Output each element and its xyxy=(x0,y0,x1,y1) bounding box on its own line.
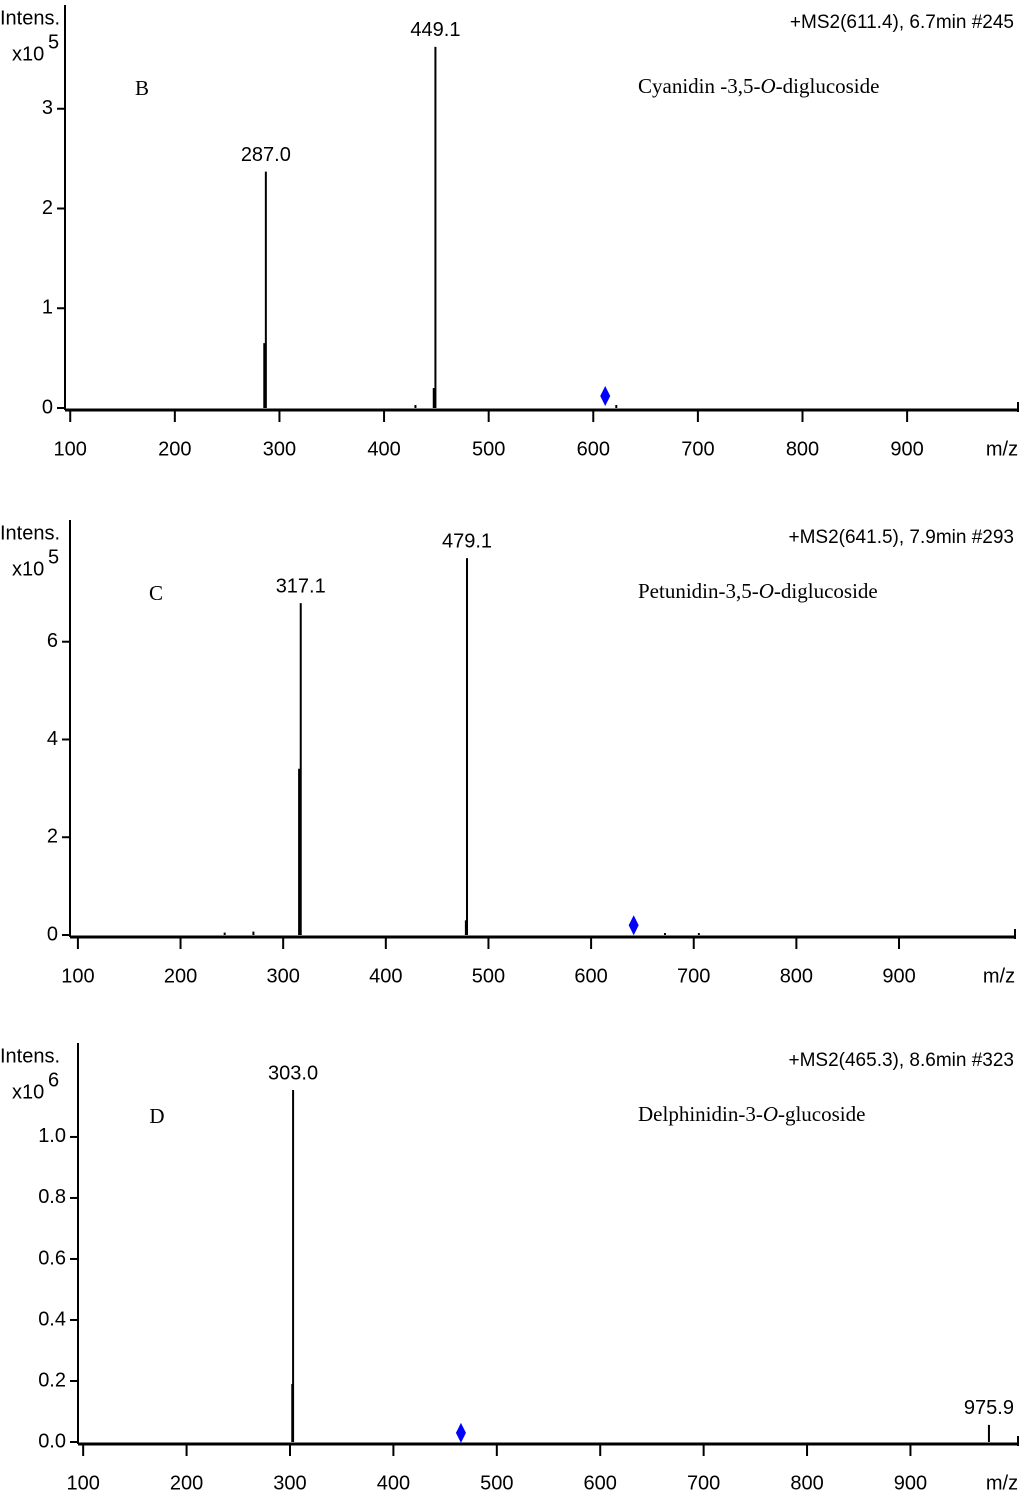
x-tick-label: 500 xyxy=(472,438,505,460)
y-tick-label: 0 xyxy=(47,923,58,945)
peak-label: 317.1 xyxy=(276,575,326,597)
x-tick-label: 800 xyxy=(780,965,813,987)
y-axis-label: Intens. xyxy=(0,522,60,544)
x-axis-label: m/z xyxy=(986,1472,1018,1494)
y-tick-label: 0.2 xyxy=(38,1369,66,1391)
x-tick-label: 600 xyxy=(577,438,610,460)
y-tick-label: 0.0 xyxy=(38,1430,66,1452)
compound-part: -glucoside xyxy=(778,1102,865,1126)
compound-part: Delphinidin-3- xyxy=(638,1102,763,1126)
x-tick-label: 300 xyxy=(266,965,299,987)
x-tick-label: 700 xyxy=(687,1472,720,1494)
spectrum-header: +MS2(611.4), 6.7min #245 xyxy=(790,12,1014,33)
x-tick-label: 700 xyxy=(677,965,710,987)
y-scale-label: x10 xyxy=(12,558,44,580)
compound-part: -diglucoside xyxy=(776,74,880,98)
precursor-marker xyxy=(600,386,611,407)
compound-name: Delphinidin-3-O-glucoside xyxy=(638,1102,865,1126)
x-tick-label: 700 xyxy=(681,438,714,460)
y-tick-label: 0.6 xyxy=(38,1247,66,1269)
y-scale-exponent: 5 xyxy=(48,546,59,568)
compound-part: O xyxy=(759,579,774,603)
compound-part: O xyxy=(760,74,775,98)
panel-letter: B xyxy=(135,76,149,100)
precursor-marker xyxy=(455,1422,466,1443)
x-tick-label: 400 xyxy=(377,1472,410,1494)
y-tick-label: 1 xyxy=(42,297,53,319)
y-tick-label: 6 xyxy=(47,630,58,652)
x-tick-label: 100 xyxy=(66,1472,99,1494)
x-tick-label: 900 xyxy=(890,438,923,460)
peak-label: 303.0 xyxy=(268,1062,318,1084)
y-tick-label: 1.0 xyxy=(38,1125,66,1147)
peak-label: 479.1 xyxy=(442,530,492,552)
compound-part: -diglucoside xyxy=(774,579,878,603)
y-tick-label: 3 xyxy=(42,97,53,119)
compound-part: Cyanidin -3,5- xyxy=(638,74,760,98)
y-tick-label: 0 xyxy=(42,396,53,418)
compound-name: Cyanidin -3,5-O-diglucoside xyxy=(638,74,879,98)
x-axis-label: m/z xyxy=(983,965,1015,987)
x-tick-label: 600 xyxy=(574,965,607,987)
x-tick-label: 900 xyxy=(894,1472,927,1494)
y-tick-label: 0.4 xyxy=(38,1308,66,1330)
x-tick-label: 400 xyxy=(367,438,400,460)
peak-label: 449.1 xyxy=(410,19,460,41)
compound-part: O xyxy=(763,1102,778,1126)
y-axis-label: Intens. xyxy=(0,1045,60,1067)
x-tick-label: 800 xyxy=(786,438,819,460)
x-tick-label: 300 xyxy=(263,438,296,460)
panel-letter: D xyxy=(149,1104,164,1128)
y-scale-exponent: 5 xyxy=(48,31,59,53)
panel-letter: C xyxy=(149,581,163,605)
compound-name: Petunidin-3,5-O-diglucoside xyxy=(638,579,878,603)
peak-label: 287.0 xyxy=(241,144,291,166)
x-tick-label: 100 xyxy=(61,965,94,987)
x-tick-label: 900 xyxy=(882,965,915,987)
y-tick-label: 4 xyxy=(47,728,58,750)
compound-part: Petunidin-3,5- xyxy=(638,579,759,603)
x-tick-label: 200 xyxy=(158,438,191,460)
spectrum-header: +MS2(641.5), 7.9min #293 xyxy=(789,527,1015,548)
y-tick-label: 2 xyxy=(47,826,58,848)
x-tick-label: 200 xyxy=(170,1472,203,1494)
x-tick-label: 200 xyxy=(164,965,197,987)
y-scale-label: x10 xyxy=(12,1081,44,1103)
x-tick-label: 400 xyxy=(369,965,402,987)
y-scale-exponent: 6 xyxy=(48,1069,59,1091)
peak-label: 975.9 xyxy=(964,1397,1014,1419)
x-tick-label: 300 xyxy=(273,1472,306,1494)
y-scale-label: x10 xyxy=(12,43,44,65)
precursor-marker xyxy=(628,915,639,936)
x-tick-label: 500 xyxy=(472,965,505,987)
x-tick-label: 600 xyxy=(584,1472,617,1494)
y-tick-label: 0.8 xyxy=(38,1186,66,1208)
y-tick-label: 2 xyxy=(42,197,53,219)
spectrum-header: +MS2(465.3), 8.6min #323 xyxy=(789,1050,1015,1071)
y-axis-label: Intens. xyxy=(0,7,60,29)
x-axis-label: m/z xyxy=(986,438,1018,460)
x-tick-label: 800 xyxy=(790,1472,823,1494)
x-tick-label: 100 xyxy=(54,438,87,460)
x-tick-label: 500 xyxy=(480,1472,513,1494)
